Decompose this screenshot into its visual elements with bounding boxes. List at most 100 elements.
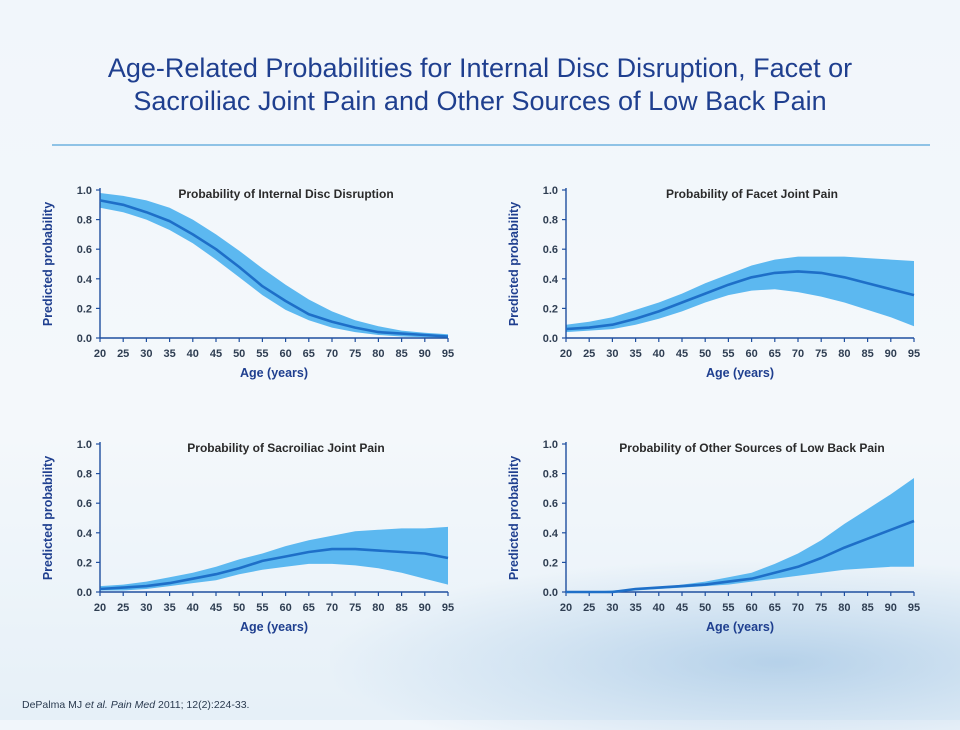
x-tick-label: 60 bbox=[745, 348, 757, 360]
x-tick-label: 30 bbox=[606, 348, 618, 360]
x-tick-label: 60 bbox=[279, 348, 291, 360]
x-tick-label: 25 bbox=[583, 602, 595, 614]
y-tick-label: 0.2 bbox=[543, 557, 558, 569]
x-tick-label: 60 bbox=[279, 602, 291, 614]
x-tick-label: 90 bbox=[885, 602, 897, 614]
x-tick-label: 80 bbox=[372, 602, 384, 614]
x-tick-label: 85 bbox=[395, 602, 407, 614]
chart-title: Probability of Other Sources of Low Back… bbox=[619, 441, 884, 455]
x-tick-label: 80 bbox=[838, 602, 850, 614]
chart-internal-disc-disruption: 0.0 0.2 0.4 0.6 0.8 1.0 20 25 30 35 40 45 50 55 60 65 70… bbox=[30, 180, 470, 410]
x-axis-title: Age (years) bbox=[706, 366, 774, 380]
confidence-band bbox=[566, 478, 914, 592]
series-line bbox=[99, 199, 449, 338]
x-tick-label: 55 bbox=[722, 348, 734, 360]
y-tick-label: 1.0 bbox=[543, 439, 558, 451]
y-tick-label: 0.0 bbox=[543, 587, 558, 599]
x-tick-label: 85 bbox=[861, 602, 873, 614]
chart-other-sources: 0.0 0.2 0.4 0.6 0.8 1.0 20 25 30 35 40 45 50 55 60 65 70… bbox=[496, 434, 936, 664]
x-tick-label: 50 bbox=[699, 348, 711, 360]
confidence-band bbox=[566, 256, 914, 333]
x-axis-title: Age (years) bbox=[706, 620, 774, 634]
x-tick-label: 35 bbox=[629, 348, 641, 360]
y-tick-label: 0.6 bbox=[77, 498, 92, 510]
y-tick-label: 0.6 bbox=[77, 244, 92, 256]
y-tick-label: 0.8 bbox=[77, 469, 92, 481]
x-tick-label: 65 bbox=[769, 602, 781, 614]
x-tick-label: 95 bbox=[442, 348, 454, 360]
y-tick-label: 0.4 bbox=[77, 274, 93, 286]
y-tick-label: 0.0 bbox=[543, 333, 558, 345]
x-tick-label: 85 bbox=[861, 348, 873, 360]
x-tick-label: 65 bbox=[769, 348, 781, 360]
series-line bbox=[99, 547, 449, 591]
x-tick-label: 95 bbox=[442, 602, 454, 614]
x-tick-label: 20 bbox=[560, 348, 572, 360]
citation-details: 2011; 12(2):224-33. bbox=[158, 699, 250, 711]
x-tick-label: 35 bbox=[629, 602, 641, 614]
slide-title: Age-Related Probabilities for Internal D… bbox=[40, 52, 920, 118]
confidence-band bbox=[100, 193, 448, 338]
y-tick-label: 0.4 bbox=[543, 274, 559, 286]
chart-svg: 0.0 0.2 0.4 0.6 0.8 1.0 20 25 30 35 40 45 50 55 60 65 70… bbox=[41, 185, 454, 380]
x-tick-label: 90 bbox=[419, 602, 431, 614]
y-axis-title: Predicted probability bbox=[507, 202, 521, 326]
chart-title: Probability of Facet Joint Pain bbox=[666, 187, 838, 201]
y-tick-label: 1.0 bbox=[543, 185, 558, 197]
y-tick-label: 0.4 bbox=[543, 528, 559, 540]
x-tick-label: 75 bbox=[815, 348, 827, 360]
y-tick-label: 0.0 bbox=[77, 587, 92, 599]
x-tick-label: 75 bbox=[349, 602, 361, 614]
x-tick-label: 30 bbox=[140, 348, 152, 360]
x-tick-label: 45 bbox=[676, 348, 688, 360]
chart-sacroiliac-joint-pain: 0.0 0.2 0.4 0.6 0.8 1.0 20 25 30 35 40 45 50 55 60 65 70… bbox=[30, 434, 470, 664]
x-tick-label: 70 bbox=[792, 602, 804, 614]
x-tick-label: 25 bbox=[117, 602, 129, 614]
y-tick-label: 0.2 bbox=[77, 303, 92, 315]
x-tick-label: 95 bbox=[908, 348, 920, 360]
x-tick-label: 45 bbox=[210, 602, 222, 614]
x-tick-label: 75 bbox=[815, 602, 827, 614]
x-tick-label: 90 bbox=[885, 348, 897, 360]
y-tick-label: 0.6 bbox=[543, 498, 558, 510]
x-tick-label: 40 bbox=[653, 602, 665, 614]
y-tick-label: 1.0 bbox=[77, 185, 92, 197]
x-tick-label: 45 bbox=[676, 602, 688, 614]
y-tick-label: 1.0 bbox=[77, 439, 92, 451]
y-tick-label: 0.8 bbox=[543, 469, 558, 481]
x-tick-label: 65 bbox=[303, 602, 315, 614]
chart-svg: 0.0 0.2 0.4 0.6 0.8 1.0 20 25 30 35 40 45 50 55 60 65 70… bbox=[507, 185, 920, 380]
x-axis-title: Age (years) bbox=[240, 620, 308, 634]
x-tick-label: 60 bbox=[745, 602, 757, 614]
x-tick-label: 35 bbox=[163, 602, 175, 614]
x-tick-label: 70 bbox=[792, 348, 804, 360]
x-tick-label: 20 bbox=[560, 602, 572, 614]
x-tick-label: 35 bbox=[163, 348, 175, 360]
y-tick-label: 0.8 bbox=[77, 215, 92, 227]
x-tick-label: 55 bbox=[722, 602, 734, 614]
y-tick-label: 0.4 bbox=[77, 528, 93, 540]
x-tick-label: 50 bbox=[233, 602, 245, 614]
title-divider bbox=[52, 144, 930, 146]
citation-authors: DePalma MJ bbox=[22, 699, 83, 711]
x-tick-label: 40 bbox=[187, 348, 199, 360]
x-tick-label: 80 bbox=[838, 348, 850, 360]
y-axis-title: Predicted probability bbox=[41, 202, 55, 326]
x-tick-label: 70 bbox=[326, 602, 338, 614]
citation-journal: Pain Med bbox=[110, 699, 156, 711]
x-tick-label: 95 bbox=[908, 602, 920, 614]
slide-title-line1: Age-Related Probabilities for Internal D… bbox=[107, 53, 853, 83]
chart-svg: 0.0 0.2 0.4 0.6 0.8 1.0 20 25 30 35 40 45 50 55 60 65 70… bbox=[41, 439, 454, 634]
series-line bbox=[565, 270, 915, 331]
x-tick-label: 25 bbox=[583, 348, 595, 360]
x-tick-label: 20 bbox=[94, 602, 106, 614]
x-tick-label: 50 bbox=[699, 602, 711, 614]
chart-facet-joint-pain: 0.0 0.2 0.4 0.6 0.8 1.0 20 25 30 35 40 45 50 55 60 65 70… bbox=[496, 180, 936, 410]
x-tick-label: 55 bbox=[256, 348, 268, 360]
x-tick-label: 70 bbox=[326, 348, 338, 360]
y-tick-label: 0.0 bbox=[77, 333, 92, 345]
x-tick-label: 45 bbox=[210, 348, 222, 360]
chart-svg: 0.0 0.2 0.4 0.6 0.8 1.0 20 25 30 35 40 45 50 55 60 65 70… bbox=[507, 439, 920, 634]
y-tick-label: 0.2 bbox=[543, 303, 558, 315]
y-axis-title: Predicted probability bbox=[41, 456, 55, 580]
